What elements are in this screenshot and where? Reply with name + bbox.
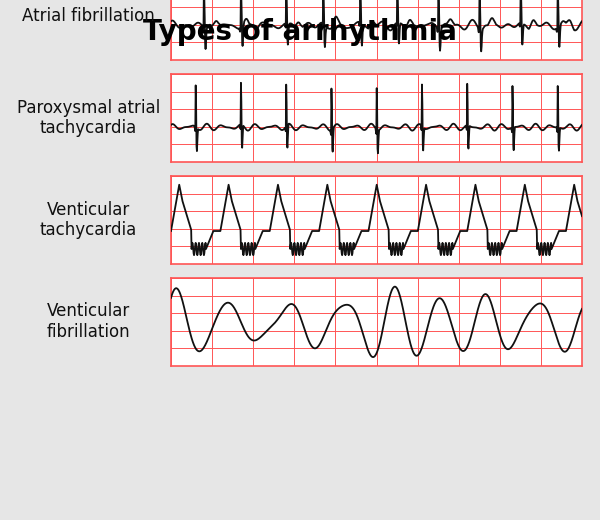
Text: Types of arrhythmia: Types of arrhythmia xyxy=(143,18,457,46)
Text: Paroxysmal atrial
tachycardia: Paroxysmal atrial tachycardia xyxy=(17,99,160,137)
Text: Venticular
tachycardia: Venticular tachycardia xyxy=(40,201,137,239)
Text: Venticular
fibrillation: Venticular fibrillation xyxy=(47,303,130,341)
Text: Atrial fibrillation: Atrial fibrillation xyxy=(22,7,155,25)
